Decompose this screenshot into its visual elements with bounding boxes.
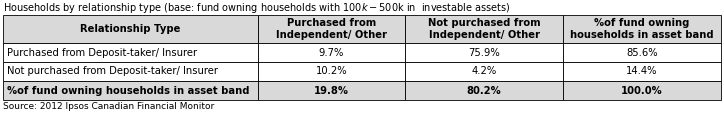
Text: Purchased from
Independent/ Other: Purchased from Independent/ Other — [276, 18, 387, 40]
Text: Not purchased from
Independent/ Other: Not purchased from Independent/ Other — [428, 18, 540, 40]
Text: 100.0%: 100.0% — [621, 86, 663, 96]
Bar — [3, 81, 258, 100]
Bar — [563, 43, 721, 62]
Text: Source: 2012 Ipsos Canadian Financial Monitor: Source: 2012 Ipsos Canadian Financial Mo… — [3, 102, 214, 111]
Bar — [3, 62, 258, 81]
Text: 4.2%: 4.2% — [471, 67, 497, 76]
Text: %of fund owning
households in asset band: %of fund owning households in asset band — [571, 18, 714, 40]
Bar — [405, 81, 563, 100]
Text: Relationship Type: Relationship Type — [80, 24, 180, 34]
Text: Purchased from Deposit-taker/ Insurer: Purchased from Deposit-taker/ Insurer — [7, 47, 197, 57]
Text: Not purchased from Deposit-taker/ Insurer: Not purchased from Deposit-taker/ Insure… — [7, 67, 218, 76]
Bar — [405, 43, 563, 62]
Bar — [563, 15, 721, 43]
Bar — [563, 62, 721, 81]
Bar — [3, 43, 258, 62]
Bar — [258, 43, 405, 62]
Text: 80.2%: 80.2% — [467, 86, 502, 96]
Text: Households by relationship type (base: fund owning households with $100k - $500k: Households by relationship type (base: f… — [3, 1, 510, 15]
Bar — [563, 81, 721, 100]
Text: 85.6%: 85.6% — [626, 47, 658, 57]
Text: 9.7%: 9.7% — [319, 47, 344, 57]
Bar — [3, 15, 258, 43]
Bar — [405, 15, 563, 43]
Text: 14.4%: 14.4% — [626, 67, 658, 76]
Bar — [258, 62, 405, 81]
Bar — [258, 81, 405, 100]
Text: 19.8%: 19.8% — [314, 86, 349, 96]
Bar — [405, 62, 563, 81]
Bar — [258, 15, 405, 43]
Text: 75.9%: 75.9% — [468, 47, 500, 57]
Text: %of fund owning households in asset band: %of fund owning households in asset band — [7, 86, 250, 96]
Text: 10.2%: 10.2% — [316, 67, 348, 76]
